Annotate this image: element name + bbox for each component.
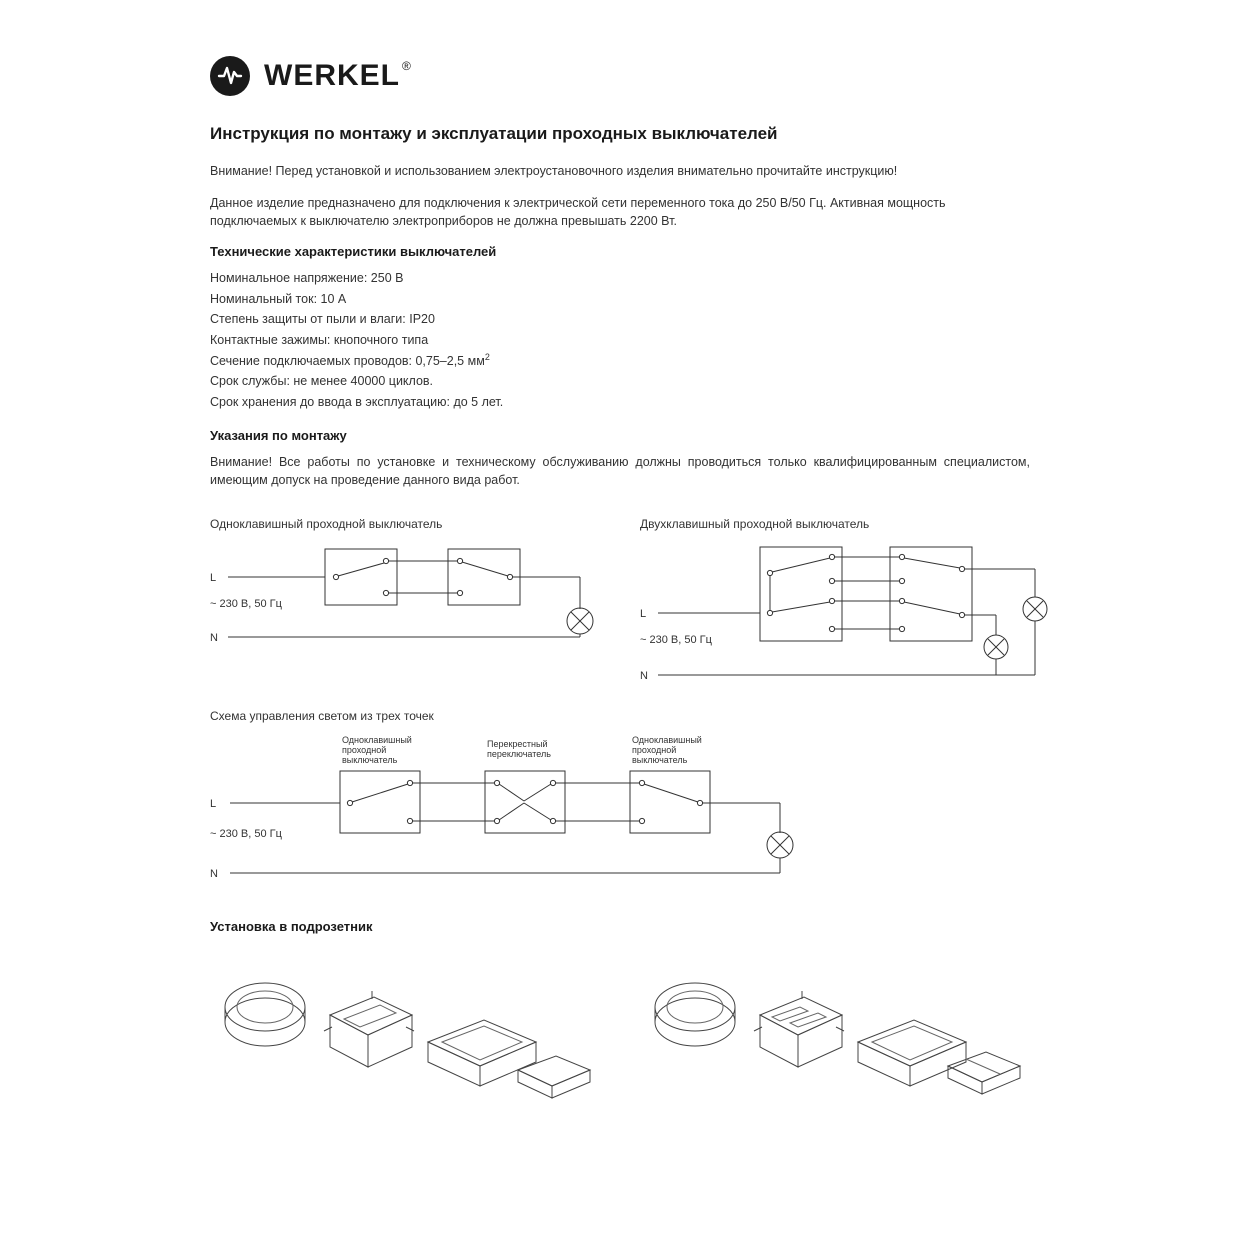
svg-text:проходной: проходной (342, 745, 386, 755)
diagram-single-key: Одноклавишный проходной выключатель (210, 517, 610, 691)
label-supply: ~ 230 В, 50 Гц (640, 634, 713, 646)
wiring-svg-three-point: Одноклавишный проходной выключатель Пере… (210, 733, 830, 893)
wiring-svg-double: L ~ 230 В, 50 Гц N (640, 541, 1060, 691)
spec-item: Срок службы: не менее 40000 циклов. (210, 372, 1030, 391)
diagram-caption: Схема управления светом из трех точек (210, 709, 1030, 723)
warning-text: Внимание! Перед установкой и использован… (210, 162, 1030, 180)
label-L: L (640, 608, 646, 620)
diagram-caption: Двухклавишный проходной выключатель (640, 517, 1060, 531)
wiring-svg-single: L ~ 230 В, 50 Гц N (210, 541, 610, 651)
intro-text: Данное изделие предназначено для подключ… (210, 194, 1030, 230)
specs-list: Номинальное напряжение: 250 В Номинальны… (210, 269, 1030, 412)
svg-text:Одноклавишный: Одноклавишный (342, 735, 412, 745)
spec-item: Сечение подключаемых проводов: 0,75–2,5 … (210, 351, 1030, 372)
mount-warning: Внимание! Все работы по установке и техн… (210, 453, 1030, 489)
label-N: N (640, 670, 648, 682)
install-illustration-double (640, 952, 1030, 1122)
diagram-double-key: Двухклавишный проходной выключатель (640, 517, 1060, 691)
install-illustration-single (210, 952, 600, 1122)
spec-item: Номинальное напряжение: 250 В (210, 269, 1030, 288)
label-supply: ~ 230 В, 50 Гц (210, 598, 283, 610)
specs-heading: Технические характеристики выключателей (210, 244, 1030, 259)
svg-text:выключатель: выключатель (342, 755, 398, 765)
brand-logo-icon (210, 56, 250, 96)
svg-text:Перекрестный: Перекрестный (487, 739, 548, 749)
diagram-caption: Одноклавишный проходной выключатель (210, 517, 610, 531)
label-L: L (210, 572, 216, 584)
svg-text:проходной: проходной (632, 745, 676, 755)
mount-heading: Указания по монтажу (210, 428, 1030, 443)
svg-text:переключатель: переключатель (487, 749, 551, 759)
label-L: L (210, 798, 216, 810)
label-N: N (210, 868, 218, 880)
page-title: Инструкция по монтажу и эксплуатации про… (210, 124, 1030, 144)
brand-name: WERKEL® (264, 59, 411, 93)
label-supply: ~ 230 В, 50 Гц (210, 828, 283, 840)
brand-block: WERKEL® (210, 56, 1030, 96)
spec-item: Степень защиты от пыли и влаги: IP20 (210, 310, 1030, 329)
spec-item: Номинальный ток: 10 А (210, 290, 1030, 309)
spec-item: Срок хранения до ввода в эксплуатацию: д… (210, 393, 1030, 412)
svg-text:Одноклавишный: Одноклавишный (632, 735, 702, 745)
label-N: N (210, 632, 218, 644)
svg-text:выключатель: выключатель (632, 755, 688, 765)
install-heading: Установка в подрозетник (210, 919, 1030, 934)
spec-item: Контактные зажимы: кнопочного типа (210, 331, 1030, 350)
